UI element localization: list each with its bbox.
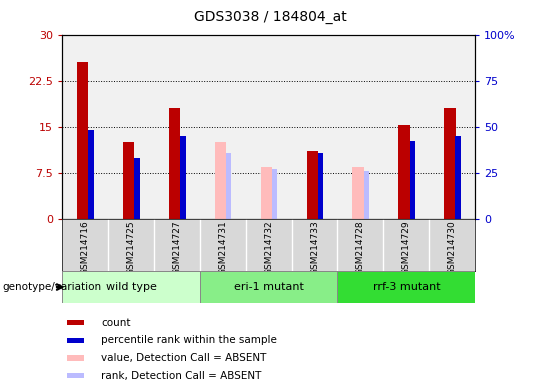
Bar [62, 35, 108, 219]
Text: rank, Detection Call = ABSENT: rank, Detection Call = ABSENT [101, 371, 261, 381]
Bar [226, 152, 232, 219]
Bar [444, 108, 456, 219]
Text: eri-1 mutant: eri-1 mutant [234, 282, 303, 292]
Text: GSM214729: GSM214729 [402, 220, 411, 275]
Bar [261, 167, 272, 219]
Bar [180, 136, 186, 219]
Bar [307, 151, 318, 219]
Bar [200, 35, 246, 219]
Bar [67, 338, 84, 343]
Text: GSM214733: GSM214733 [310, 220, 319, 275]
Bar [399, 125, 410, 219]
Text: value, Detection Call = ABSENT: value, Detection Call = ABSENT [101, 353, 267, 363]
Bar [62, 271, 200, 303]
Bar [353, 167, 364, 219]
Bar [409, 141, 415, 219]
Bar [338, 35, 383, 219]
Bar [134, 158, 140, 219]
Bar [318, 152, 323, 219]
Bar [338, 271, 475, 303]
Bar [272, 169, 278, 219]
Text: wild type: wild type [105, 282, 157, 292]
Text: GSM214727: GSM214727 [172, 220, 181, 275]
Bar [363, 171, 369, 219]
Bar [246, 35, 292, 219]
Bar [67, 373, 84, 378]
Bar [67, 320, 84, 325]
Bar [383, 35, 429, 219]
Text: GSM214732: GSM214732 [264, 220, 273, 275]
Text: GSM214731: GSM214731 [218, 220, 227, 275]
Text: GDS3038 / 184804_at: GDS3038 / 184804_at [194, 10, 346, 23]
Bar [292, 35, 338, 219]
Bar [67, 355, 84, 361]
Bar [455, 136, 461, 219]
Text: GSM214716: GSM214716 [80, 220, 90, 275]
Bar [123, 142, 134, 219]
Text: GSM214730: GSM214730 [448, 220, 457, 275]
Text: count: count [101, 318, 131, 328]
Bar [108, 35, 154, 219]
Bar [200, 271, 338, 303]
Text: GSM214728: GSM214728 [356, 220, 365, 275]
Text: GSM214725: GSM214725 [126, 220, 136, 275]
Text: rrf-3 mutant: rrf-3 mutant [373, 282, 440, 292]
Text: percentile rank within the sample: percentile rank within the sample [101, 335, 277, 345]
Bar [154, 35, 200, 219]
Text: genotype/variation: genotype/variation [3, 282, 102, 292]
Bar [215, 142, 226, 219]
Bar [429, 35, 475, 219]
Bar [77, 62, 89, 219]
Bar [88, 131, 94, 219]
Bar [169, 108, 180, 219]
